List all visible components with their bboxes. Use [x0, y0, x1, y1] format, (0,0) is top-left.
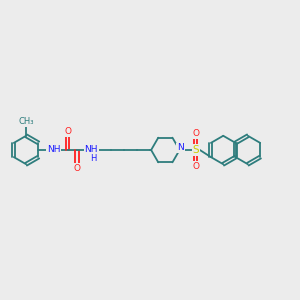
- Text: NH: NH: [47, 146, 60, 154]
- Text: O: O: [192, 129, 199, 138]
- Text: O: O: [192, 162, 199, 171]
- Text: H: H: [90, 154, 97, 163]
- Text: CH₃: CH₃: [18, 117, 34, 126]
- Text: NH: NH: [85, 146, 98, 154]
- Text: O: O: [64, 127, 71, 136]
- Text: S: S: [193, 145, 199, 155]
- Text: N: N: [177, 143, 184, 152]
- Text: O: O: [74, 164, 80, 173]
